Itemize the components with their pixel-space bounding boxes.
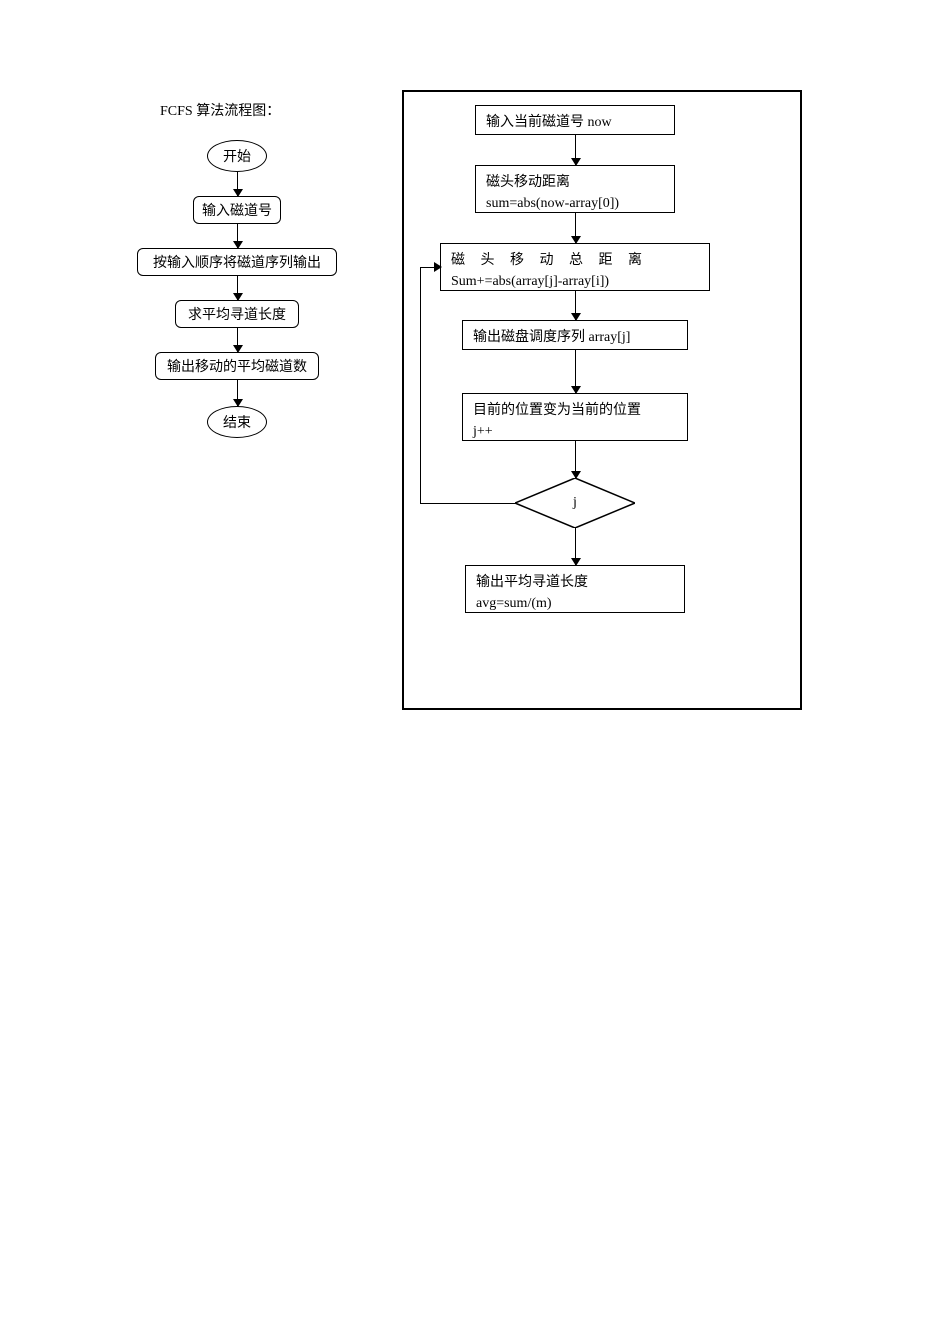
node-total-distance: 磁 头 移 动 总 距 离 Sum+=abs(array[j]-array[i]… bbox=[440, 243, 710, 291]
node-line: 磁头移动距离 bbox=[486, 172, 664, 193]
node-line: Sum+=abs(array[j]-array[i]) bbox=[451, 271, 699, 292]
output-seq-process: 按输入顺序将磁道序列输出 bbox=[137, 248, 337, 276]
left-flowchart-title: FCFS 算法流程图： bbox=[160, 100, 280, 120]
end-terminal: 结束 bbox=[207, 406, 267, 438]
decision-j: j bbox=[515, 478, 635, 528]
node-line: 磁 头 移 动 总 距 离 bbox=[451, 250, 699, 271]
loop-line bbox=[420, 267, 421, 503]
decision-label: j bbox=[573, 495, 577, 511]
loop-arrowhead bbox=[434, 262, 442, 272]
node-output-avg: 输出平均寻道长度 avg=sum/(m) bbox=[465, 565, 685, 613]
loop-line bbox=[420, 503, 515, 504]
arrow bbox=[237, 276, 238, 300]
node-line: j++ bbox=[473, 421, 677, 442]
node-line: 输出磁盘调度序列 array[j] bbox=[473, 327, 677, 348]
end-label: 结束 bbox=[223, 412, 251, 432]
arrow bbox=[237, 172, 238, 196]
node-input-now: 输入当前磁道号 now bbox=[475, 105, 675, 135]
arrow bbox=[575, 291, 576, 320]
node-line: 输入当前磁道号 now bbox=[486, 112, 664, 133]
output-avg-process: 输出移动的平均磁道数 bbox=[155, 352, 319, 380]
output-seq-label: 按输入顺序将磁道序列输出 bbox=[153, 252, 321, 272]
avg-len-process: 求平均寻道长度 bbox=[175, 300, 299, 328]
arrow bbox=[237, 328, 238, 352]
page: FCFS 算法流程图： 开始 输入磁道号 按输入顺序将磁道序列输出 求平均寻道长… bbox=[0, 0, 945, 1337]
node-update-pos: 目前的位置变为当前的位置 j++ bbox=[462, 393, 688, 441]
arrow bbox=[575, 135, 576, 165]
arrow bbox=[575, 213, 576, 243]
node-output-array: 输出磁盘调度序列 array[j] bbox=[462, 320, 688, 350]
node-line: 目前的位置变为当前的位置 bbox=[473, 400, 677, 421]
arrow bbox=[237, 380, 238, 406]
output-avg-label: 输出移动的平均磁道数 bbox=[167, 356, 307, 376]
node-line: sum=abs(now-array[0]) bbox=[486, 193, 664, 214]
input-process: 输入磁道号 bbox=[193, 196, 281, 224]
arrow bbox=[575, 528, 576, 565]
start-label: 开始 bbox=[223, 146, 251, 166]
node-move-distance: 磁头移动距离 sum=abs(now-array[0]) bbox=[475, 165, 675, 213]
node-line: avg=sum/(m) bbox=[476, 593, 674, 614]
start-terminal: 开始 bbox=[207, 140, 267, 172]
arrow bbox=[237, 224, 238, 248]
input-label: 输入磁道号 bbox=[202, 200, 272, 220]
node-line: 输出平均寻道长度 bbox=[476, 572, 674, 593]
arrow bbox=[575, 441, 576, 478]
avg-len-label: 求平均寻道长度 bbox=[188, 304, 286, 324]
arrow bbox=[575, 350, 576, 393]
